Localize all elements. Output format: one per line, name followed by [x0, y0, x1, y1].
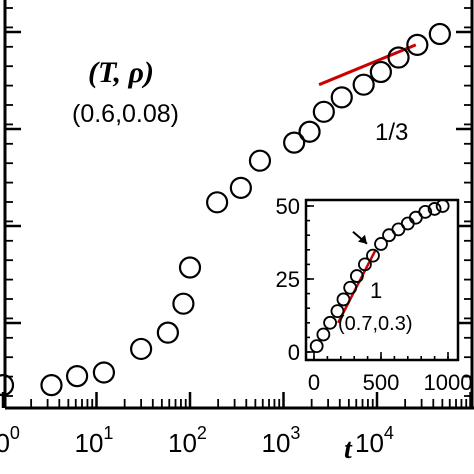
inset-data-points	[309, 199, 450, 354]
inset-frame	[304, 198, 460, 362]
main-data-point	[283, 131, 306, 154]
main-x-axis-label: t	[344, 434, 353, 465]
params-value: (0.6,0.08)	[72, 100, 179, 128]
main-data-point	[248, 149, 272, 172]
main-data-point	[298, 120, 321, 143]
main-data-point	[406, 33, 429, 56]
main-data-point	[369, 60, 392, 84]
main-data-point	[312, 100, 335, 123]
main-data-point	[387, 46, 410, 69]
main-data-point	[178, 256, 202, 279]
inset-data-point	[336, 292, 351, 307]
main-data-point	[65, 364, 89, 388]
inset-data-point	[323, 315, 337, 330]
inset-y-tick-label: 25	[276, 267, 300, 292]
params-label: (T, ρ)	[88, 56, 154, 89]
main-x-tick-label: 103	[262, 423, 301, 458]
main-data-point	[156, 321, 179, 344]
inset-ticks	[306, 205, 449, 360]
inset-x-tick-label: 500	[363, 370, 400, 395]
main-data-point	[229, 176, 252, 199]
arrow-head	[357, 234, 367, 244]
main-data-point	[428, 22, 451, 46]
main-x-tick-label: 104	[355, 423, 394, 458]
inset-data-point	[358, 257, 372, 272]
main-x-tick-label: 101	[75, 423, 114, 458]
inset-background	[306, 200, 458, 360]
main-data-point	[352, 73, 375, 96]
main-x-tick-label: 102	[168, 423, 207, 458]
main-data-point	[40, 374, 63, 397]
inset-data-point	[349, 269, 364, 283]
inset-arrow	[352, 231, 368, 245]
inset-data-point	[366, 248, 380, 263]
slope-one-third-label: 1/3	[375, 119, 408, 146]
main-x-ticks	[1, 392, 472, 408]
main-x-tick-label: 100	[0, 423, 20, 458]
inset-data-point	[316, 327, 331, 342]
main-data-point	[330, 86, 353, 109]
inset-slope-label: 1	[370, 278, 382, 303]
main-x-tick-labels: 100 101 102 103 104	[0, 423, 394, 458]
slope-one-third-line	[318, 43, 417, 87]
main-data-point	[92, 361, 116, 384]
main-data-point	[0, 374, 15, 397]
main-data-point	[130, 337, 153, 361]
inset-data-point	[427, 202, 442, 216]
main-data-point	[206, 191, 229, 214]
inset-x-tick-label: 0	[308, 370, 320, 395]
main-data-point	[172, 292, 195, 315]
inset-data-point	[309, 339, 324, 354]
main-y-ticks	[5, 7, 472, 397]
main-data-points	[0, 22, 451, 397]
inset-data-point	[343, 280, 358, 295]
inset-data-point	[435, 199, 450, 213]
inset-tick-labels: 0 500 1000 0 25 50	[276, 194, 473, 395]
inset-x-tick-label: 1000	[424, 370, 473, 395]
inset-y-tick-label: 0	[288, 340, 300, 365]
inset-params-value: (0.7,0.3)	[338, 313, 412, 335]
inset-data-point	[330, 304, 345, 319]
inset-y-tick-label: 50	[276, 194, 300, 219]
inset-data-point	[418, 204, 433, 219]
inset-data-point	[374, 237, 388, 251]
